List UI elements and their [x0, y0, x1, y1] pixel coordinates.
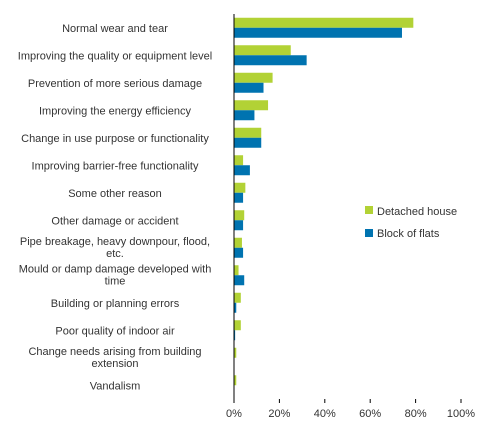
category-label: Improving the quality or equipment level	[18, 50, 212, 62]
bars	[234, 17, 414, 386]
bar-detached-house-improving-barrier-free-functionality	[234, 155, 244, 166]
bar-block-of-flats-improving-the-energy-efficiency	[234, 110, 255, 121]
bar-detached-house-improving-the-quality-or-equipment-level	[234, 45, 291, 56]
bar-detached-house-prevention-of-more-serious-damage	[234, 72, 273, 83]
category-label: Change needs arising from building extens…	[28, 346, 201, 370]
bar-block-of-flats-change-in-use-purpose-or-functionality	[234, 137, 262, 148]
x-tick-label: 0%	[226, 408, 242, 420]
x-tick-label: 100%	[447, 408, 475, 420]
legend-swatch-detached-house	[365, 206, 373, 214]
x-axis-ticks: 0% 20% 40% 60% 80% 100%	[226, 399, 475, 420]
bar-block-of-flats-some-other-reason	[234, 192, 244, 203]
bar-block-of-flats-improving-the-quality-or-equipment-level	[234, 55, 307, 66]
legend-swatch-block-of-flats	[365, 229, 373, 237]
bar-detached-house-mould-or-damp-damage-developed-with-time	[234, 265, 239, 276]
bar-detached-house-building-or-planning-errors	[234, 292, 241, 303]
bar-block-of-flats-building-or-planning-errors	[234, 302, 237, 313]
bar-detached-house-change-needs-arising-from-building-extension	[234, 347, 237, 358]
bar-block-of-flats-improving-barrier-free-functionality	[234, 165, 250, 176]
bar-detached-house-other-damage-or-accident	[234, 210, 245, 221]
category-label: Improving barrier-free functionality	[32, 160, 199, 172]
bar-block-of-flats-poor-quality-of-indoor-air	[234, 330, 236, 341]
category-label: Mould or damp damage developed with time	[19, 263, 212, 287]
bar-block-of-flats-normal-wear-and-tear	[234, 27, 402, 38]
legend-label-block-of-flats: Block of flats	[377, 228, 440, 240]
category-label: Prevention of more serious damage	[28, 78, 202, 90]
category-labels: Normal wear and tear Improving the qualit…	[18, 23, 212, 393]
category-label: Normal wear and tear	[62, 23, 168, 35]
bar-detached-house-vandalism	[234, 375, 237, 386]
x-tick-label: 80%	[405, 408, 427, 420]
category-label: Vandalism	[90, 380, 141, 392]
x-tick-label: 60%	[359, 408, 381, 420]
legend-label-detached-house: Detached house	[377, 206, 457, 218]
category-label: Improving the energy efficiency	[39, 105, 192, 117]
bar-block-of-flats-other-damage-or-accident	[234, 220, 244, 231]
bar-detached-house-improving-the-energy-efficiency	[234, 100, 269, 111]
bar-detached-house-poor-quality-of-indoor-air	[234, 320, 241, 331]
legend: Detached house Block of flats	[365, 206, 457, 240]
x-tick-label: 20%	[268, 408, 290, 420]
category-label: Building or planning errors	[51, 298, 180, 310]
category-label: Some other reason	[68, 188, 162, 200]
category-label: Poor quality of indoor air	[55, 325, 175, 337]
bar-detached-house-normal-wear-and-tear	[234, 17, 414, 28]
category-label: Pipe breakage, heavy downpour, flood, etc…	[20, 236, 210, 260]
x-tick-label: 40%	[314, 408, 336, 420]
bar-block-of-flats-prevention-of-more-serious-damage	[234, 82, 264, 93]
bar-detached-house-pipe-breakage-heavy-downpour-flood-etc	[234, 237, 242, 248]
bar-detached-house-some-other-reason	[234, 182, 246, 193]
bar-block-of-flats-pipe-breakage-heavy-downpour-flood-etc	[234, 247, 244, 258]
category-label: Other damage or accident	[51, 215, 178, 227]
bar-detached-house-change-in-use-purpose-or-functionality	[234, 127, 262, 138]
category-label: Change in use purpose or functionality	[21, 133, 209, 145]
bar-block-of-flats-mould-or-damp-damage-developed-with-time	[234, 275, 245, 286]
